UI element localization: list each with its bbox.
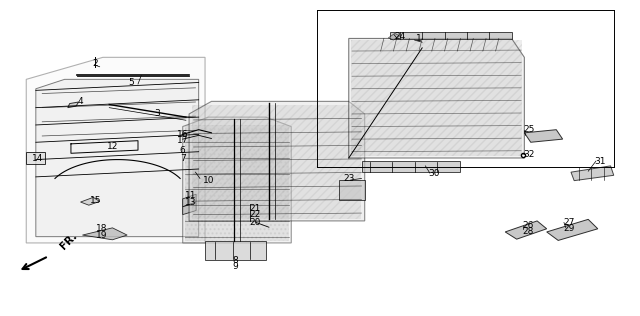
- Text: 8: 8: [233, 256, 239, 265]
- Polygon shape: [81, 197, 100, 205]
- Polygon shape: [83, 228, 127, 240]
- Text: 15: 15: [90, 196, 101, 205]
- Text: 21: 21: [249, 204, 260, 213]
- Polygon shape: [362, 161, 461, 172]
- Text: 16: 16: [177, 130, 188, 139]
- Text: 9: 9: [233, 262, 239, 271]
- Text: 28: 28: [522, 228, 533, 236]
- Polygon shape: [182, 203, 196, 215]
- Polygon shape: [339, 180, 365, 200]
- Text: 5: 5: [129, 78, 134, 87]
- Polygon shape: [189, 101, 365, 221]
- Text: 32: 32: [524, 150, 535, 159]
- Polygon shape: [349, 39, 524, 158]
- Text: 23: 23: [343, 174, 355, 183]
- Text: 26: 26: [522, 221, 533, 230]
- Polygon shape: [36, 79, 198, 237]
- Polygon shape: [505, 221, 547, 239]
- Text: 12: 12: [107, 143, 118, 151]
- Text: 19: 19: [96, 231, 108, 240]
- Text: 7: 7: [180, 154, 186, 162]
- Polygon shape: [390, 32, 511, 39]
- Text: 13: 13: [185, 198, 196, 207]
- Bar: [192, 105, 361, 219]
- Text: 2: 2: [92, 59, 98, 68]
- Text: 20: 20: [249, 218, 260, 227]
- Text: FR.: FR.: [58, 231, 79, 252]
- Text: 29: 29: [563, 224, 575, 233]
- Polygon shape: [571, 166, 614, 181]
- Text: 30: 30: [428, 169, 440, 178]
- Text: 22: 22: [249, 210, 260, 219]
- Bar: [351, 40, 522, 156]
- Polygon shape: [182, 194, 196, 207]
- Polygon shape: [547, 219, 598, 240]
- Text: 4: 4: [77, 97, 83, 106]
- Text: 6: 6: [180, 146, 186, 155]
- Text: 24: 24: [394, 32, 406, 41]
- Polygon shape: [26, 57, 205, 243]
- Text: 14: 14: [32, 154, 44, 162]
- Text: 17: 17: [177, 136, 188, 145]
- Polygon shape: [388, 33, 400, 40]
- Text: 18: 18: [96, 224, 108, 233]
- Bar: [184, 125, 289, 241]
- Text: 25: 25: [524, 125, 535, 134]
- Polygon shape: [524, 130, 563, 142]
- Text: 1: 1: [416, 34, 422, 43]
- Text: 3: 3: [154, 109, 160, 118]
- Polygon shape: [26, 152, 45, 164]
- Polygon shape: [182, 117, 291, 243]
- Text: 31: 31: [594, 157, 605, 166]
- Polygon shape: [68, 102, 79, 108]
- Polygon shape: [205, 241, 266, 260]
- Text: 27: 27: [563, 218, 575, 227]
- Text: 10: 10: [202, 175, 214, 185]
- Text: 11: 11: [185, 191, 196, 200]
